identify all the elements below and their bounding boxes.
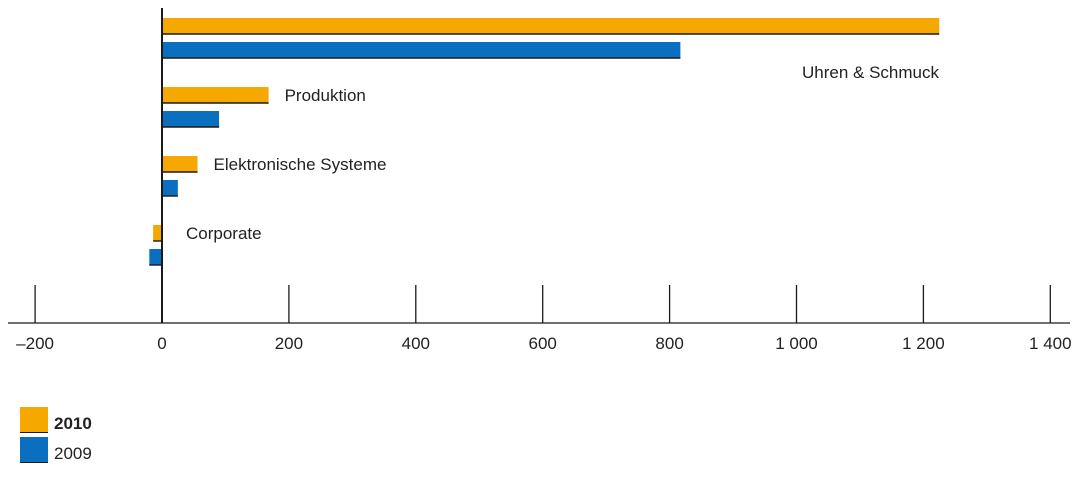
bar-chart: –200 0 200 400 600 800 1 000 1 200 1 400 Uhren & … bbox=[8, 8, 1072, 353]
x-tick-label: 600 bbox=[529, 334, 557, 353]
bar-2010 bbox=[162, 18, 940, 34]
bar-2009 bbox=[162, 111, 220, 127]
legend-swatch-2009 bbox=[20, 437, 48, 463]
bar-2010 bbox=[153, 225, 162, 241]
legend-item-2010: 2010 bbox=[20, 406, 92, 434]
x-tick-label: 400 bbox=[402, 334, 430, 353]
x-tick-label: 1 000 bbox=[775, 334, 818, 353]
bar-2009 bbox=[149, 249, 162, 265]
x-tick-label: 800 bbox=[655, 334, 683, 353]
category-label: Produktion bbox=[285, 86, 366, 105]
x-tick-label: –200 bbox=[16, 334, 54, 353]
legend-label-2009: 2009 bbox=[54, 444, 92, 463]
legend-item-2009: 2009 bbox=[20, 436, 92, 464]
x-tick-label: 0 bbox=[157, 334, 166, 353]
category-label: Uhren & Schmuck bbox=[802, 63, 939, 82]
bar-2010 bbox=[162, 156, 198, 172]
legend-swatch-2010 bbox=[20, 407, 48, 433]
x-tick-label: 1 200 bbox=[902, 334, 945, 353]
bar-2009 bbox=[162, 42, 681, 58]
bar-2010 bbox=[162, 87, 269, 103]
x-tick-label: 200 bbox=[275, 334, 303, 353]
bar-2009 bbox=[162, 180, 178, 196]
x-tick-label: 1 400 bbox=[1029, 334, 1072, 353]
category-label: Corporate bbox=[186, 224, 262, 243]
category-label: Elektronische Systeme bbox=[214, 155, 387, 174]
legend: 2010 2009 bbox=[20, 406, 92, 466]
legend-label-2010: 2010 bbox=[54, 414, 92, 433]
